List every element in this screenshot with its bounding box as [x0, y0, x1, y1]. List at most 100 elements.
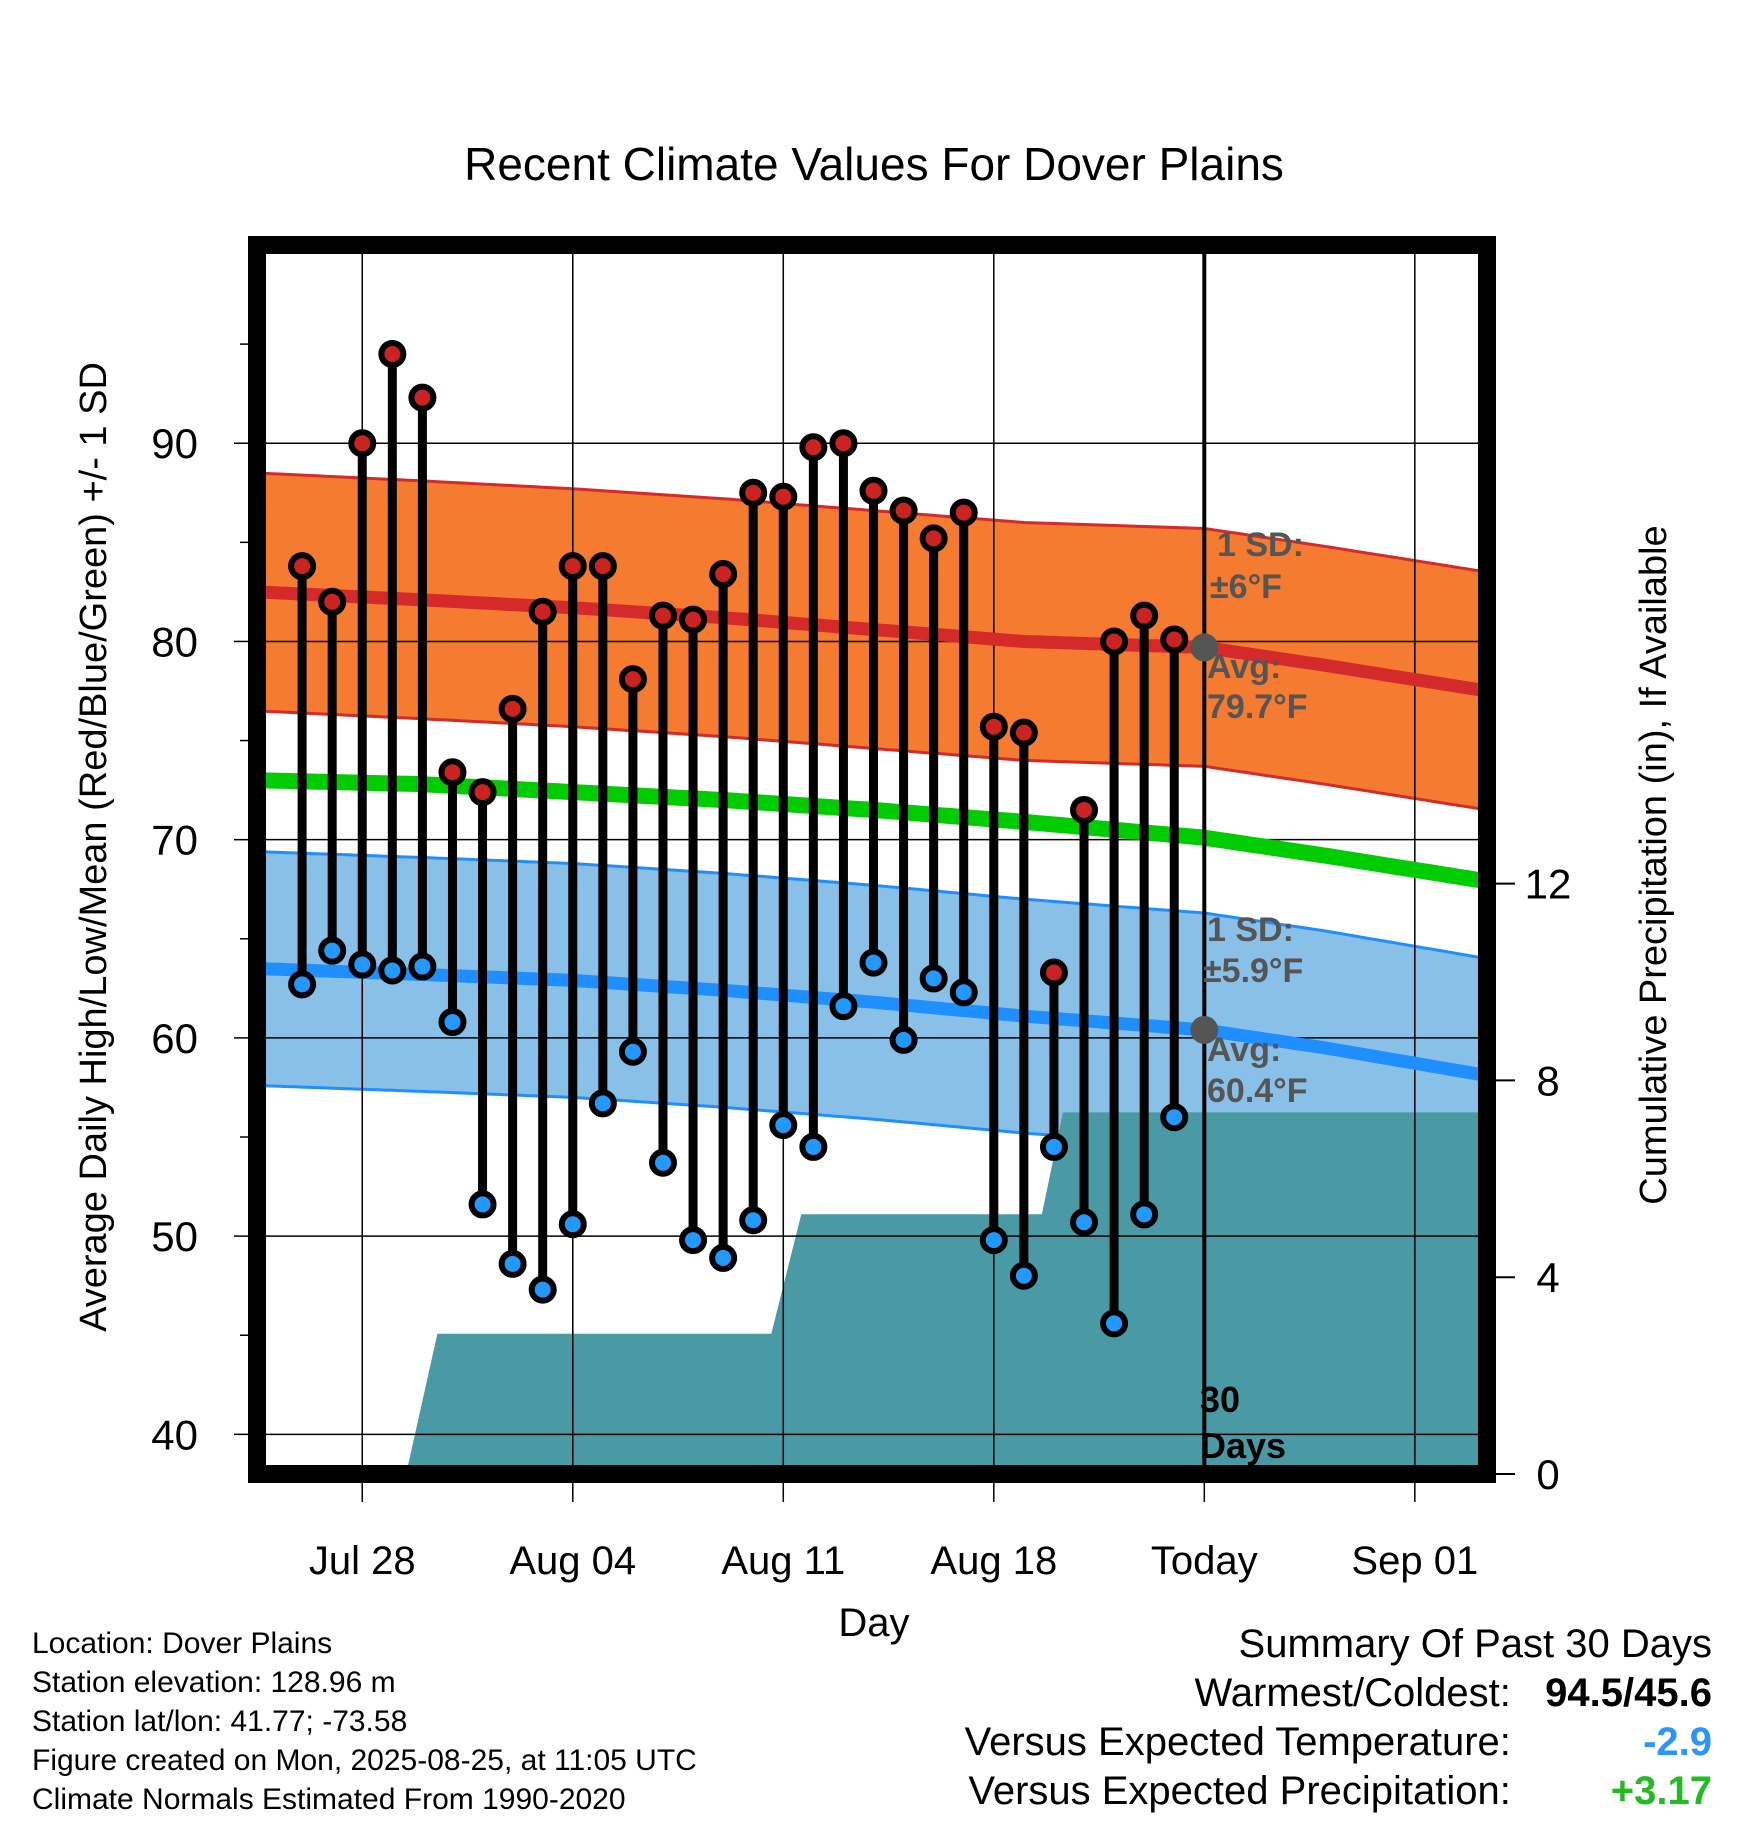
low-point [949, 978, 978, 1007]
low-point [318, 936, 347, 965]
high-point [799, 433, 828, 462]
high-point [829, 429, 858, 458]
high-point [588, 552, 617, 581]
y2-tick-label: 8 [1536, 1057, 1559, 1104]
temp-value: -2.9 [1643, 1720, 1712, 1764]
low-point [769, 1111, 798, 1140]
high-point [318, 587, 347, 616]
today-high-avg-point [1190, 633, 1219, 662]
normals-text: Climate Normals Estimated From 1990-2020 [32, 1783, 626, 1816]
y-tick-label: 40 [151, 1411, 198, 1458]
high-point [468, 778, 497, 807]
low-point [799, 1132, 828, 1161]
low-avg-label: Avg: [1207, 1031, 1281, 1069]
low-point [919, 964, 948, 993]
high-point [1070, 795, 1099, 824]
high-point [1039, 958, 1068, 987]
y-tick-label: 80 [151, 618, 198, 665]
station-info: Location: Dover Plains Station elevation… [32, 1624, 697, 1819]
low-point [618, 1037, 647, 1066]
low-point [588, 1089, 617, 1118]
high-point [949, 498, 978, 527]
y-tick-label: 50 [151, 1213, 198, 1260]
high-point [769, 482, 798, 511]
high-point [859, 476, 888, 505]
low-avg-line [257, 962, 1484, 1082]
high-point [739, 478, 768, 507]
low-point [859, 948, 888, 977]
high-sd-label: 1 SD: [1217, 526, 1304, 564]
summary-precip: Versus Expected Precipitation: +3.17 [965, 1767, 1712, 1816]
y-tick-label: 90 [151, 420, 198, 467]
low-point [739, 1206, 768, 1235]
high-avg-label: Avg: [1207, 648, 1281, 686]
high-point [979, 712, 1008, 741]
temp-label: Versus Expected Temperature: [964, 1720, 1511, 1764]
y-tick-label: 70 [151, 817, 198, 864]
low-point [408, 952, 437, 981]
low-point [1009, 1261, 1038, 1290]
low-point [528, 1275, 557, 1304]
high-point [528, 597, 557, 626]
low-point [679, 1226, 708, 1255]
low-point [709, 1243, 738, 1272]
y2-tick-label: 4 [1536, 1254, 1559, 1301]
high-point [889, 496, 918, 525]
low-sd-label: 1 SD: [1207, 911, 1294, 949]
high-avg-value: 79.7°F [1207, 688, 1308, 726]
high-point [1009, 718, 1038, 747]
low-point [498, 1249, 527, 1278]
low-point [1070, 1208, 1099, 1237]
low-point [829, 992, 858, 1021]
high-point [648, 601, 677, 630]
low-point [438, 1008, 467, 1037]
high-point [618, 665, 647, 694]
y-tick-label: 60 [151, 1015, 198, 1062]
high-point [1100, 627, 1129, 656]
high-point [919, 524, 948, 553]
low-point [889, 1025, 918, 1054]
plot-frame [248, 236, 1496, 1483]
high-point [288, 552, 317, 581]
y2-tick-label: 12 [1525, 861, 1572, 908]
warm-cold-value: 94.5/45.6 [1545, 1671, 1712, 1715]
low-point [558, 1210, 587, 1239]
x-tick-label: Aug 18 [930, 1539, 1057, 1583]
high-point [1160, 625, 1189, 654]
low-point [979, 1226, 1008, 1255]
low-point [1039, 1132, 1068, 1161]
x-tick-label: Aug 04 [509, 1539, 636, 1583]
high-point [438, 758, 467, 787]
created-text: Figure created on Mon, 2025-08-25, at 11… [32, 1744, 697, 1777]
summary-temp: Versus Expected Temperature: -2.9 [965, 1718, 1712, 1767]
high-point [558, 552, 587, 581]
low-point [1100, 1309, 1129, 1338]
precip-value: +3.17 [1610, 1769, 1712, 1813]
high-point [498, 694, 527, 723]
today-days-label-1: 30 [1200, 1379, 1240, 1420]
high-point [378, 340, 407, 369]
high-sd-value: ±6°F [1210, 568, 1282, 606]
low-point [1130, 1200, 1159, 1229]
today-days-label-2: Days [1200, 1425, 1286, 1466]
latlon-text: Station lat/lon: 41.77; -73.58 [32, 1705, 408, 1738]
x-tick-label: Sep 01 [1351, 1539, 1478, 1583]
low-point [348, 950, 377, 979]
precip-area [284, 1112, 1487, 1474]
x-tick-label: Today [1151, 1539, 1258, 1583]
summary-title: Summary Of Past 30 Days [1238, 1622, 1712, 1666]
precip-label: Versus Expected Precipitation: [968, 1769, 1511, 1813]
high-point [679, 605, 708, 634]
x-axis-label: Day [838, 1601, 909, 1645]
warm-cold-label: Warmest/Coldest: [1194, 1671, 1511, 1715]
today-low-avg-point [1190, 1015, 1219, 1044]
low-point [288, 970, 317, 999]
high-point [348, 429, 377, 458]
low-point [648, 1148, 677, 1177]
high-point [408, 383, 437, 412]
low-point [468, 1190, 497, 1219]
location-text: Location: Dover Plains [32, 1627, 333, 1660]
x-tick-label: Aug 11 [721, 1539, 845, 1583]
